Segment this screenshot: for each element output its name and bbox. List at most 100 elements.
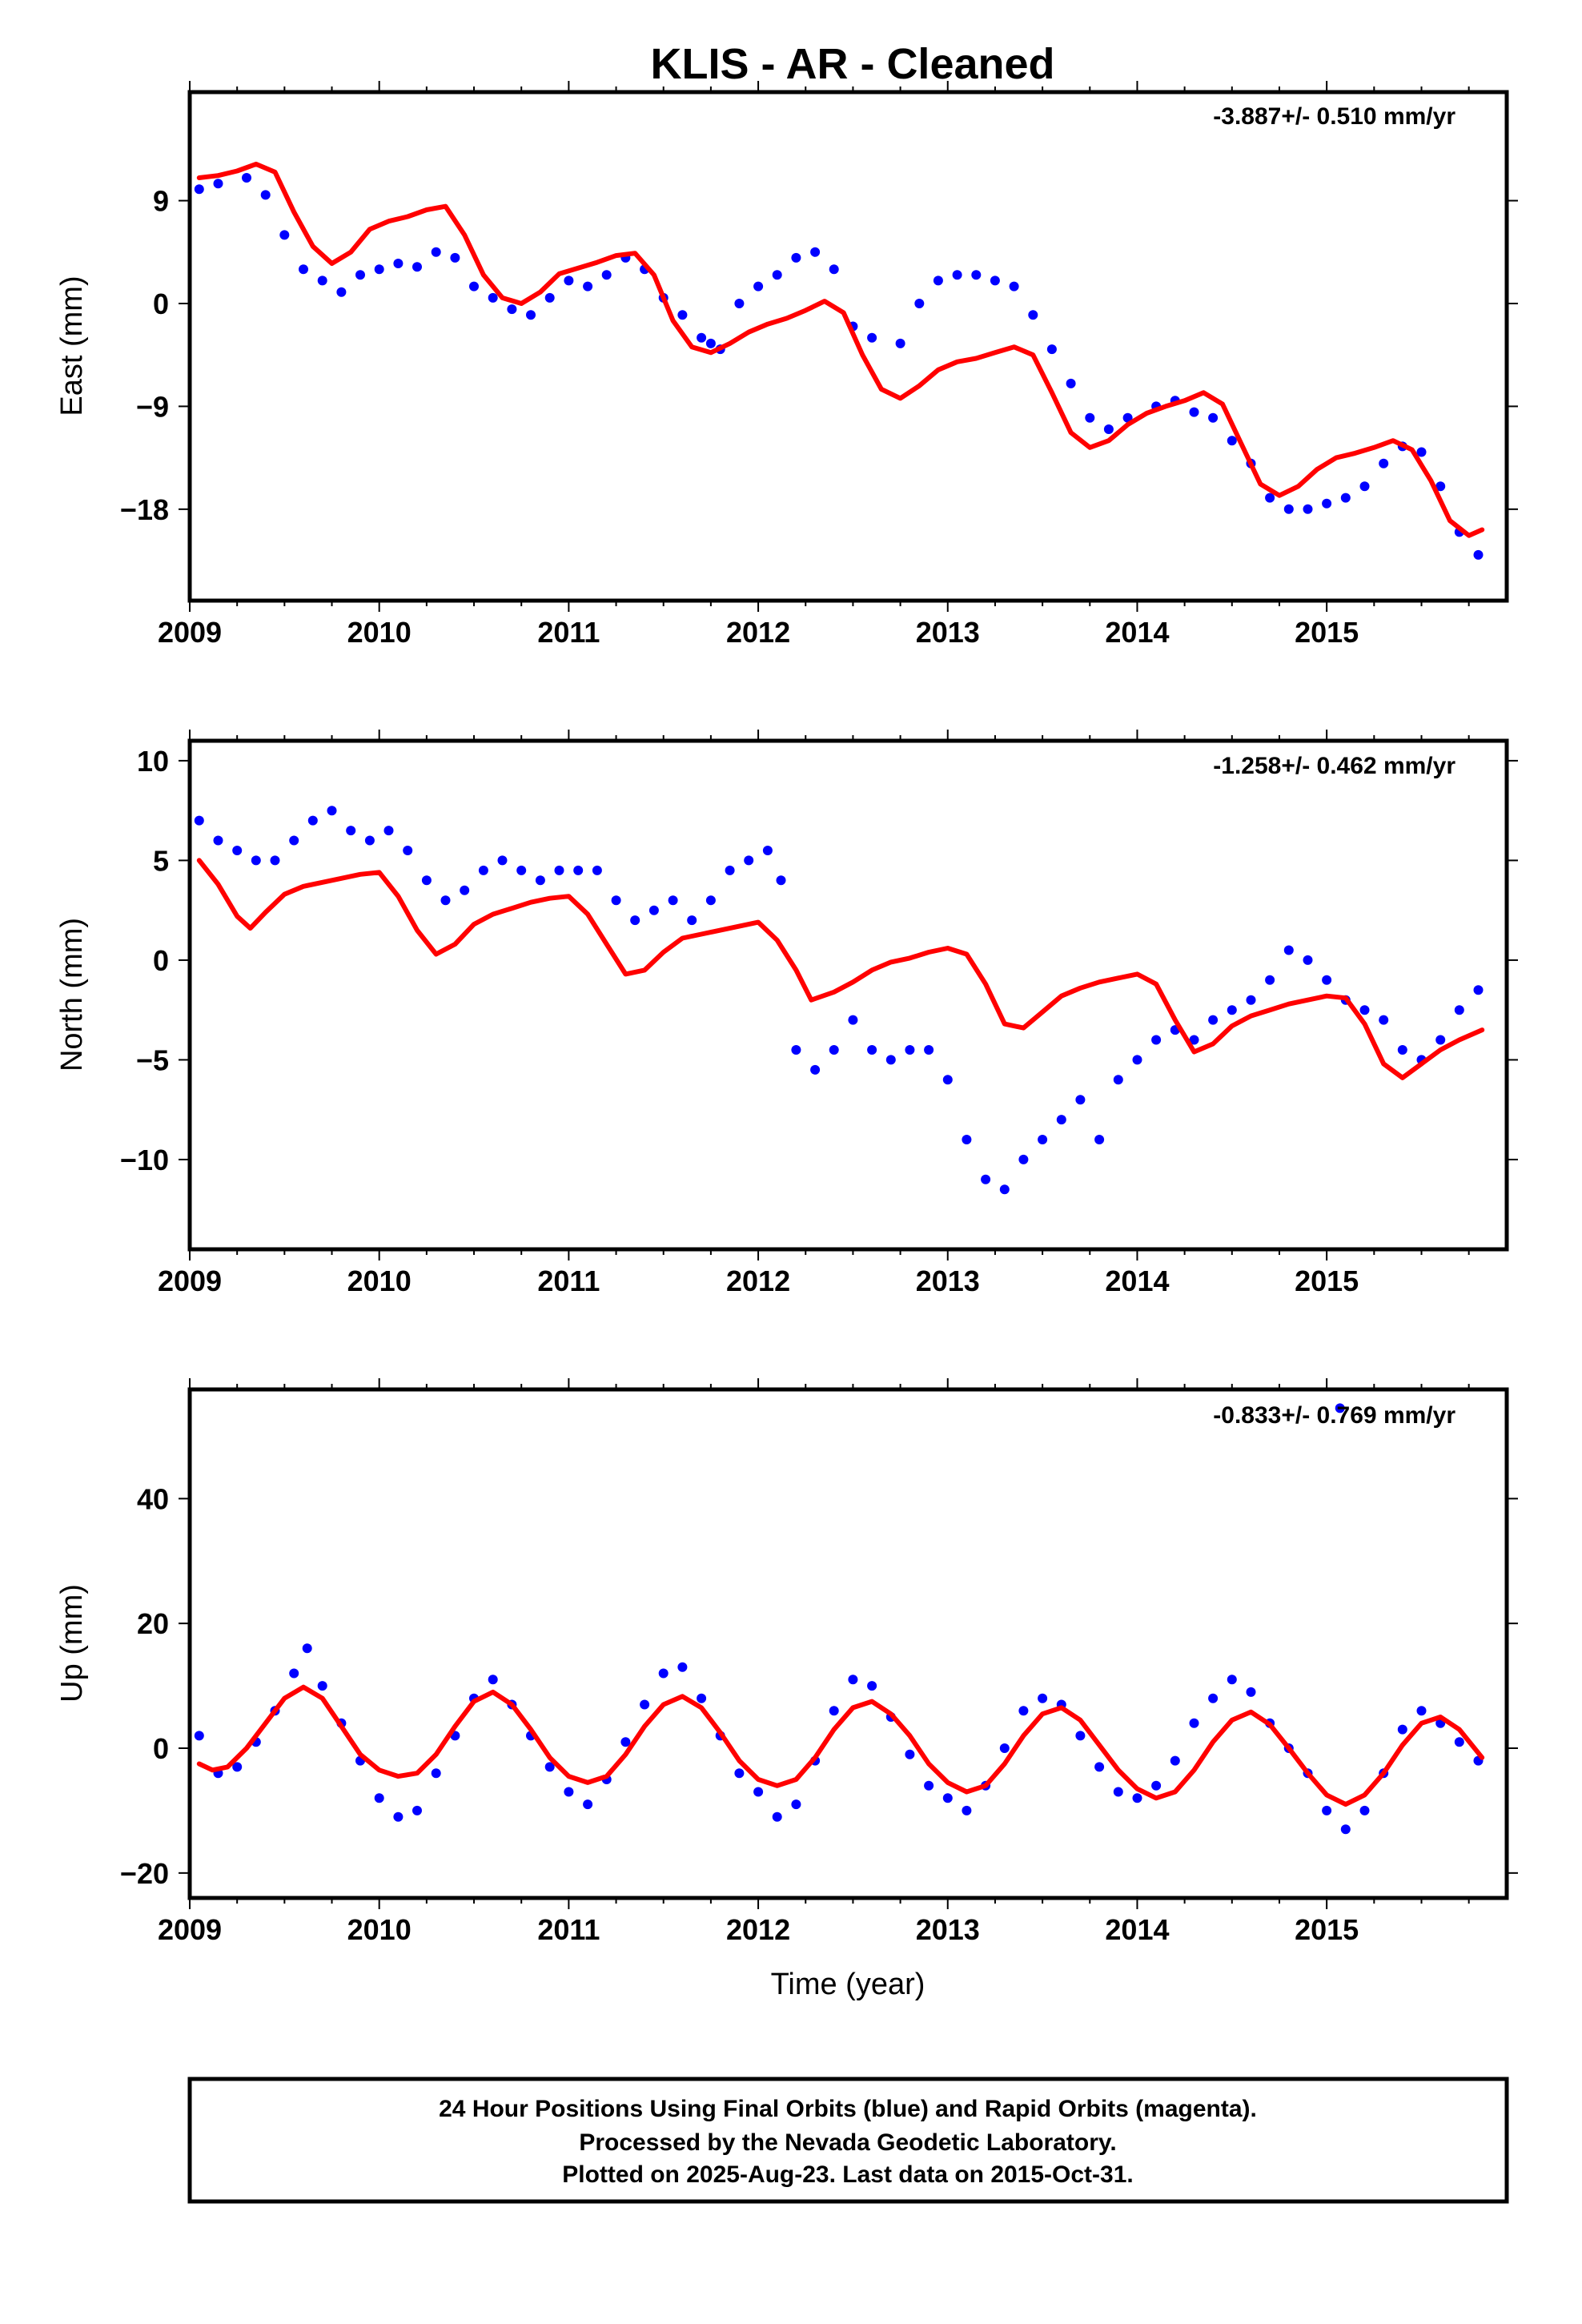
east-data-point [564, 275, 574, 286]
up-data-point [1397, 1724, 1407, 1735]
up-axis-label: Up (mm) [55, 1584, 89, 1703]
north-data-point [346, 826, 356, 836]
east-data-point [583, 281, 593, 292]
up-data-point [829, 1706, 839, 1716]
north-data-point [421, 875, 432, 886]
up-data-point [1151, 1780, 1162, 1791]
east-x-tick-label: 2015 [1295, 616, 1359, 649]
north-data-point [383, 826, 394, 836]
east-data-point [526, 310, 536, 320]
east-data-point [1359, 481, 1370, 492]
north-fit-line [196, 858, 1485, 1080]
north-data-point [924, 1045, 934, 1055]
north-data-point [1227, 1005, 1237, 1015]
east-data-point [544, 292, 555, 303]
north-data-point [1038, 1135, 1048, 1144]
east-data-point [507, 304, 517, 315]
up-data-point [620, 1737, 631, 1747]
north-data-point [1454, 1005, 1464, 1015]
east-data-point [317, 275, 327, 286]
up-x-tick-label: 2014 [1105, 1913, 1169, 1946]
up-y-tick-label: 0 [153, 1732, 169, 1765]
east-data-point [374, 264, 384, 275]
east-data-point [705, 338, 716, 348]
north-data-point [232, 846, 243, 855]
north-data-point [1283, 945, 1294, 955]
north-data-point [1397, 1045, 1407, 1055]
up-data-point [1359, 1805, 1370, 1815]
north-data-point [776, 875, 786, 886]
north-data-point [848, 1015, 858, 1025]
up-data-point [942, 1793, 953, 1803]
north-data-point [194, 815, 204, 826]
north-data-point [1435, 1035, 1446, 1045]
east-y-tick-label: 0 [153, 287, 169, 320]
east-data-point [1322, 498, 1332, 509]
east-data-point [1103, 424, 1114, 434]
east-data-point [753, 281, 764, 292]
north-axis-label: North (mm) [55, 918, 89, 1072]
north-data-point [648, 905, 659, 915]
east-ticks: 2009 2010 2011 2012 2013 2014 2015 9 0 −9 −18 [120, 81, 1518, 649]
east-data-point [697, 332, 707, 343]
north-data-point [478, 865, 488, 875]
up-data-point [374, 1793, 384, 1803]
north-data-point [1056, 1115, 1066, 1125]
north-y-tick-label: −10 [120, 1144, 169, 1176]
east-data-point [829, 264, 839, 275]
east-x-tick-label: 2012 [726, 616, 790, 649]
footer-line-1: 24 Hour Positions Using Final Orbits (bl… [439, 2096, 1257, 2122]
up-data-point [1335, 1403, 1345, 1413]
north-data-point [307, 815, 318, 826]
up-data-point [1322, 1805, 1332, 1815]
north-data-point [213, 835, 223, 846]
north-x-tick-label: 2015 [1295, 1265, 1359, 1297]
north-data-point [1018, 1154, 1029, 1164]
north-data-point [251, 855, 261, 866]
north-data-point [592, 865, 602, 875]
east-data-point [1473, 549, 1484, 560]
east-data-point [990, 275, 1000, 286]
up-data-point [658, 1668, 669, 1679]
north-data-point [905, 1045, 915, 1055]
north-data-point [1379, 1015, 1389, 1025]
north-rate-label: -1.258+/- 0.462 mm/yr [1213, 753, 1456, 779]
up-x-tick-label: 2010 [347, 1913, 412, 1946]
east-data-point [1416, 447, 1427, 457]
east-data-point [242, 173, 251, 183]
north-frame [187, 738, 1509, 1252]
north-x-tick-label: 2010 [347, 1265, 412, 1297]
north-data-point [554, 865, 564, 875]
east-data-point [1028, 310, 1038, 320]
footer-frame [187, 2077, 1509, 2204]
up-data-point [1170, 1755, 1180, 1766]
north-data-point [611, 895, 621, 906]
east-data-point [1046, 344, 1057, 355]
north-data-point [440, 895, 451, 906]
north-data-point [364, 835, 375, 846]
east-data-point [1122, 412, 1133, 423]
north-data-point [810, 1064, 821, 1075]
up-data-point [791, 1799, 801, 1810]
up-frame [187, 1387, 1509, 1900]
north-data-point [1113, 1075, 1123, 1085]
up-data-point [412, 1805, 422, 1815]
east-data-point [772, 270, 782, 280]
north-data-point [867, 1045, 877, 1055]
north-data-point [687, 915, 697, 926]
east-y-tick-label: 9 [153, 185, 169, 218]
north-data-point [535, 875, 545, 886]
up-panel: 2009 2010 2011 2012 2013 2014 2015 40 20 0 −20 -0.… [55, 1378, 1518, 2001]
up-marks [194, 1403, 1485, 1835]
north-y-tick-label: 10 [137, 745, 169, 778]
up-x-tick-label: 2015 [1295, 1913, 1359, 1946]
north-marks [194, 806, 1485, 1195]
north-data-point [942, 1075, 953, 1085]
east-data-point [1227, 436, 1237, 446]
north-data-point [705, 895, 716, 906]
north-data-point [1094, 1135, 1105, 1144]
up-data-point [1075, 1731, 1086, 1741]
time-axis-label: Time (year) [771, 1968, 926, 2001]
east-x-tick-label: 2010 [347, 616, 412, 649]
east-data-point [914, 299, 925, 308]
